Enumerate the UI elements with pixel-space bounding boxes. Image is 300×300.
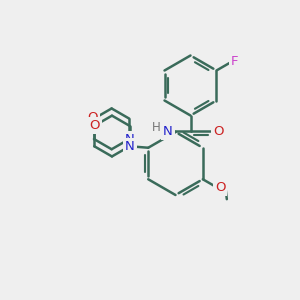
Text: H: H — [152, 121, 161, 134]
Text: O: O — [214, 124, 224, 138]
Text: O: O — [89, 119, 100, 132]
Text: N: N — [125, 133, 135, 146]
Text: N: N — [163, 124, 173, 138]
Text: N: N — [125, 140, 134, 153]
Text: N: N — [125, 140, 134, 153]
Text: O: O — [215, 181, 225, 194]
Text: O: O — [87, 111, 98, 124]
Text: F: F — [231, 55, 238, 68]
